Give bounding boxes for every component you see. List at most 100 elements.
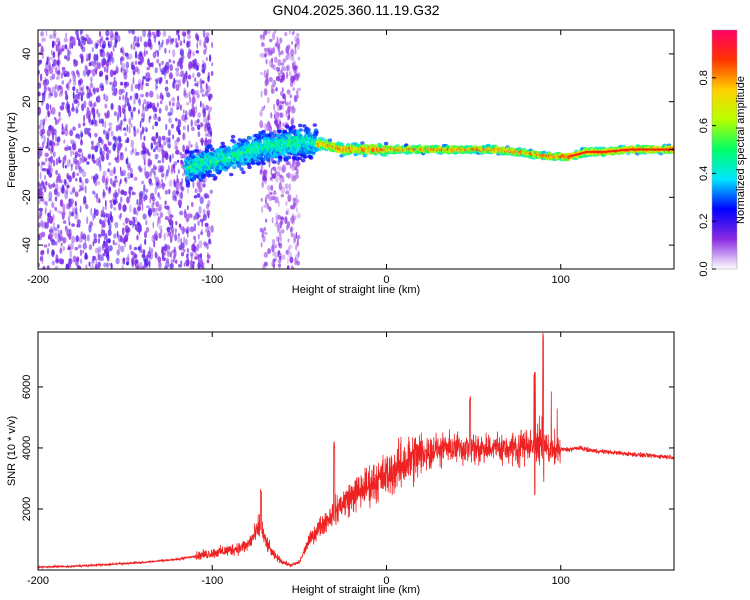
noise-blob [261,206,264,214]
noise-blob [150,142,154,150]
noise-blob [263,88,268,96]
noise-blob [120,57,123,66]
noise-blob [162,182,164,186]
noise-blob [188,61,193,69]
noise-blob [125,228,130,232]
noise-blob [110,202,113,209]
noise-blob [103,218,108,223]
noise-blob [296,206,298,214]
noise-blob [154,186,157,195]
noise-blob [57,118,60,123]
noise-blob [280,91,283,96]
noise-blob [273,265,275,269]
noise-blob [76,88,79,94]
noise-blob [260,164,264,171]
noise-blob [108,186,111,192]
noise-blob [154,67,158,74]
noise-blob [276,224,280,233]
noise-blob [42,122,45,130]
noise-blob [82,233,86,240]
noise-blob [281,102,284,110]
noise-blob [180,70,184,78]
noise-blob [174,233,178,242]
noise-blob [58,156,61,164]
noise-blob [52,53,56,59]
noise-blob [91,140,94,146]
noise-blob [91,107,96,114]
noise-blob [150,248,154,253]
noise-blob [292,197,297,202]
noise-blob [206,209,211,217]
noise-blob [105,74,109,81]
noise-blob [148,76,152,81]
noise-blob [271,173,276,179]
ridge-point [278,156,283,160]
noise-blob [58,48,62,55]
noise-blob [207,252,209,257]
noise-blob [270,176,272,181]
noise-blob [98,118,101,124]
noise-blob [104,112,107,116]
noise-blob [122,50,125,56]
noise-blob [93,53,97,62]
noise-blob [108,262,111,266]
noise-blob [157,165,162,173]
noise-blob [63,155,67,164]
noise-blob [127,165,131,171]
noise-blob [68,210,72,218]
noise-blob [206,56,208,62]
noise-blob [167,143,169,148]
noise-blob [164,216,170,221]
noise-blob [264,47,267,52]
noise-blob [143,158,146,166]
noise-blob [107,141,112,146]
noise-blob [260,90,263,98]
noise-blob [158,142,162,148]
noise-blob [161,39,164,45]
noise-blob [261,229,265,236]
noise-blob [181,153,185,159]
ridge-point [302,124,307,128]
noise-blob [103,129,106,135]
noise-blob [158,107,162,114]
noise-blob [45,103,50,111]
noise-blob [84,66,88,71]
noise-blob [175,70,180,77]
noise-blob [86,92,90,99]
noise-blob [119,143,123,148]
noise-blob [99,254,103,262]
noise-blob [278,243,283,249]
noise-blob [52,213,55,221]
noise-blob [288,183,292,192]
noise-blob [154,153,159,160]
noise-blob [275,42,278,47]
noise-blob [64,164,68,169]
noise-blob [63,37,68,43]
noise-blob [39,73,43,82]
noise-blob [284,55,289,61]
noise-blob [141,108,145,117]
ridge-point [210,147,215,151]
noise-blob [97,246,102,254]
noise-blob [280,100,285,104]
noise-blob [85,264,88,269]
noise-blob [295,260,301,266]
noise-blob [97,95,101,103]
noise-blob [130,43,133,50]
noise-blob [105,253,109,258]
noise-blob [199,253,203,259]
noise-blob [123,118,127,122]
noise-blob [66,159,71,168]
noise-blob [71,102,74,111]
noise-blob [90,207,93,216]
noise-blob [120,88,125,94]
noise-blob [104,248,106,254]
noise-blob [295,90,299,96]
noise-blob [285,210,288,215]
noise-blob [154,121,159,127]
noise-blob [285,111,288,118]
noise-blob [278,100,282,106]
noise-blob [281,66,285,71]
noise-blob [117,104,121,112]
noise-blob [289,226,294,232]
